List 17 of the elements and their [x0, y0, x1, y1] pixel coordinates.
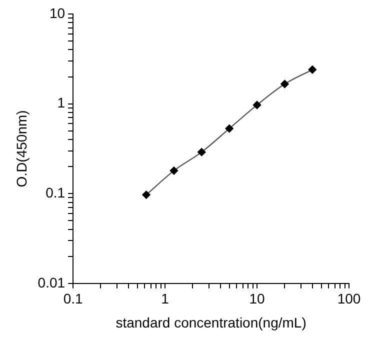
y-tick-label: 1 — [57, 94, 66, 111]
point — [142, 190, 150, 199]
x-tick-label: 1 — [161, 290, 170, 307]
point — [252, 100, 262, 110]
point — [280, 80, 289, 88]
x-axis-title: standard concentration(ng/mL) — [116, 314, 306, 330]
point — [198, 148, 206, 156]
x-tick-label: 100 — [337, 290, 361, 307]
point — [308, 66, 316, 74]
y-tick-label: 0.01 — [38, 274, 66, 290]
point — [225, 124, 234, 133]
y-tick-label: 0.1 — [46, 184, 66, 200]
x-tick-label: 10 — [249, 290, 266, 307]
point — [170, 166, 178, 175]
x-tick-label: 0.1 — [63, 290, 83, 307]
y-axis-title: O.D(450nm) — [13, 110, 30, 188]
y-tick-label: 10 — [49, 4, 66, 21]
